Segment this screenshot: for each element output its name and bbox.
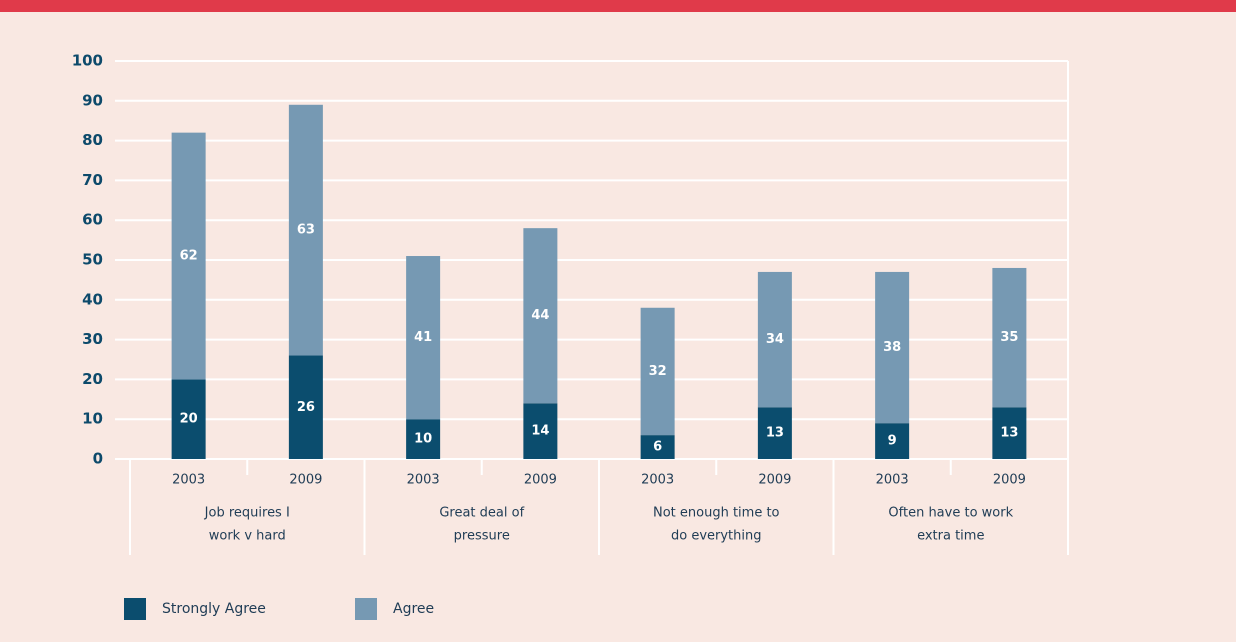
value-label: 44 bbox=[531, 308, 549, 323]
legend-swatch bbox=[355, 598, 377, 620]
value-label: 41 bbox=[414, 330, 432, 345]
bar-segment bbox=[523, 403, 558, 459]
bar-segment bbox=[406, 419, 441, 459]
value-label: 34 bbox=[766, 332, 784, 347]
x-tick-label: 2003 bbox=[172, 473, 205, 488]
x-tick-label: 2003 bbox=[641, 473, 674, 488]
y-tick-label: 30 bbox=[82, 330, 103, 348]
y-tick-label: 10 bbox=[82, 410, 103, 428]
x-tick-label: 2003 bbox=[407, 473, 440, 488]
value-label: 32 bbox=[649, 364, 667, 379]
bar-segment bbox=[757, 407, 792, 459]
legend-label: Strongly Agree bbox=[162, 601, 266, 617]
bar-segment bbox=[171, 132, 206, 380]
y-tick-label: 20 bbox=[82, 370, 103, 388]
bar-segment bbox=[992, 407, 1027, 459]
y-tick-label: 70 bbox=[82, 171, 103, 189]
value-label: 13 bbox=[1000, 426, 1018, 441]
y-tick-label: 100 bbox=[72, 52, 103, 70]
value-label: 6 bbox=[653, 440, 662, 455]
x-tick-label: 2009 bbox=[524, 473, 557, 488]
group-label: Not enough time to bbox=[653, 506, 780, 521]
group-label: Job requires I bbox=[204, 506, 290, 521]
bar-segment bbox=[406, 256, 441, 420]
y-tick-label: 80 bbox=[82, 131, 103, 149]
y-tick-label: 0 bbox=[93, 450, 103, 468]
x-tick-label: 2009 bbox=[758, 473, 791, 488]
bar-segment bbox=[875, 271, 910, 424]
group-label: do everything bbox=[671, 529, 762, 544]
value-label: 14 bbox=[531, 424, 549, 439]
bar-segment bbox=[640, 435, 675, 459]
bar-segment bbox=[171, 379, 206, 459]
x-tick-label: 2003 bbox=[876, 473, 909, 488]
y-tick-label: 90 bbox=[82, 91, 103, 109]
value-label: 9 bbox=[888, 434, 897, 449]
value-label: 20 bbox=[180, 412, 198, 427]
y-tick-label: 60 bbox=[82, 211, 103, 229]
y-tick-label: 50 bbox=[82, 251, 103, 269]
group-label: pressure bbox=[454, 529, 510, 544]
bar-segment bbox=[523, 228, 558, 404]
legend-swatch bbox=[124, 598, 146, 620]
bar-segment bbox=[288, 104, 323, 356]
value-label: 38 bbox=[883, 340, 901, 355]
bar-segment bbox=[288, 355, 323, 459]
value-label: 13 bbox=[766, 426, 784, 441]
value-label: 62 bbox=[180, 249, 198, 264]
group-label: work v hard bbox=[209, 529, 286, 544]
y-tick-label: 40 bbox=[82, 290, 103, 308]
bar-segment bbox=[757, 271, 792, 408]
value-label: 35 bbox=[1000, 330, 1018, 345]
bar-segment bbox=[875, 423, 910, 459]
bar-segment bbox=[992, 267, 1027, 408]
x-tick-label: 2009 bbox=[993, 473, 1026, 488]
value-label: 26 bbox=[297, 400, 315, 415]
value-label: 63 bbox=[297, 223, 315, 238]
x-tick-label: 2009 bbox=[289, 473, 322, 488]
value-label: 10 bbox=[414, 432, 432, 447]
group-label: extra time bbox=[917, 529, 984, 544]
group-label: Often have to work bbox=[888, 506, 1013, 521]
top-band bbox=[0, 0, 1236, 12]
bar-segment bbox=[640, 307, 675, 436]
group-label: Great deal of bbox=[439, 506, 524, 521]
legend-label: Agree bbox=[393, 601, 434, 617]
